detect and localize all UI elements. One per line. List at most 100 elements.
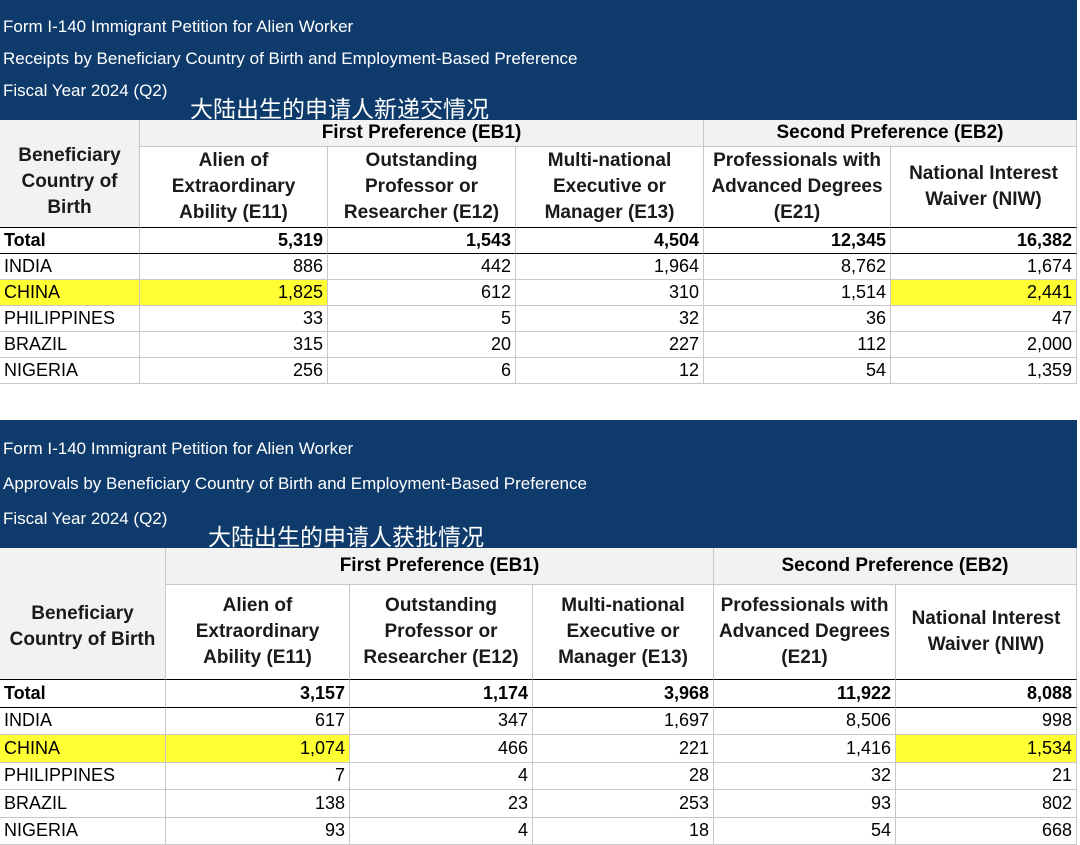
data-cell: 2,441 [891,280,1077,306]
data-cell: 5,319 [140,228,328,254]
data-cell: 315 [140,332,328,358]
data-cell: 93 [166,817,350,845]
data-cell: 668 [896,817,1077,845]
data-cell: 4 [350,817,533,845]
data-cell: 1,174 [350,680,533,708]
data-cell: 1,825 [140,280,328,306]
data-cell: 1,514 [704,280,891,306]
header-line: Form I-140 Immigrant Petition for Alien … [3,17,354,36]
row-label: NIGERIA [0,817,166,845]
data-cell: 1,964 [516,254,704,280]
column-header: Alien of Extraordinary Ability (E11) [166,585,350,680]
data-cell: 2,000 [891,332,1077,358]
data-cell: 8,506 [714,707,896,735]
row-label: INDIA [0,707,166,735]
data-cell: 21 [896,762,1077,790]
row-label: CHINA [0,280,140,306]
data-cell: 12 [516,358,704,384]
data-cell: 7 [166,762,350,790]
data-cell: 36 [704,306,891,332]
annotation: 大陆出生的申请人新递交情况 [190,97,489,122]
data-cell: 32 [516,306,704,332]
column-header: Professionals with Advanced Degrees (E21… [704,147,891,228]
data-cell: 227 [516,332,704,358]
row-label: PHILIPPINES [0,762,166,790]
group-header: Second Preference (EB2) [714,548,1077,585]
data-cell: 617 [166,707,350,735]
group-header: First Preference (EB1) [140,120,704,147]
data-cell: 253 [533,790,714,818]
data-cell: 20 [328,332,516,358]
data-cell: 466 [350,735,533,763]
data-cell: 8,762 [704,254,891,280]
column-header: Alien of Extraordinary Ability (E11) [140,147,328,228]
data-cell: 4 [350,762,533,790]
data-cell: 112 [704,332,891,358]
data-cell: 12,345 [704,228,891,254]
data-cell: 138 [166,790,350,818]
row-label: BRAZIL [0,332,140,358]
data-cell: 1,416 [714,735,896,763]
header-band [0,420,1077,548]
data-cell: 1,697 [533,707,714,735]
data-cell: 442 [328,254,516,280]
column-header: Outstanding Professor or Researcher (E12… [350,585,533,680]
column-header: Outstanding Professor or Researcher (E12… [328,147,516,228]
group-header: First Preference (EB1) [166,548,714,585]
header-line: Approvals by Beneficiary Country of Birt… [3,474,587,493]
data-cell: 998 [896,707,1077,735]
row-label: Total [0,680,166,708]
data-cell: 802 [896,790,1077,818]
data-cell: 18 [533,817,714,845]
header-line: Fiscal Year 2024 (Q2) [3,509,168,528]
data-cell: 93 [714,790,896,818]
data-cell: 16,382 [891,228,1077,254]
column-header: National Interest Waiver (NIW) [891,147,1077,228]
data-cell: 8,088 [896,680,1077,708]
row-label: BRAZIL [0,790,166,818]
column-header: Professionals with Advanced Degrees (E21… [714,585,896,680]
data-cell: 54 [704,358,891,384]
row-label: NIGERIA [0,358,140,384]
annotation: 大陆出生的申请人获批情况 [208,525,484,550]
header-line: Fiscal Year 2024 (Q2) [3,81,168,100]
data-cell: 256 [140,358,328,384]
row-label: INDIA [0,254,140,280]
column-header: Multi-national Executive or Manager (E13… [533,585,714,680]
data-cell: 3,157 [166,680,350,708]
row-label: Total [0,228,140,254]
group-header: Second Preference (EB2) [704,120,1077,147]
data-cell: 310 [516,280,704,306]
data-cell: 33 [140,306,328,332]
data-cell: 23 [350,790,533,818]
data-cell: 1,543 [328,228,516,254]
data-cell: 6 [328,358,516,384]
header-line: Receipts by Beneficiary Country of Birth… [3,49,578,68]
row-label: PHILIPPINES [0,306,140,332]
data-cell: 1,674 [891,254,1077,280]
corner-cell [0,120,140,228]
column-header: National Interest Waiver (NIW) [896,585,1077,680]
data-cell: 1,074 [166,735,350,763]
column-header: Beneficiary Country of Birth [0,575,166,680]
data-cell: 1,359 [891,358,1077,384]
header-band [0,0,1077,120]
header-line: Form I-140 Immigrant Petition for Alien … [3,439,354,458]
data-cell: 11,922 [714,680,896,708]
data-cell: 3,968 [533,680,714,708]
data-cell: 32 [714,762,896,790]
data-cell: 347 [350,707,533,735]
data-cell: 4,504 [516,228,704,254]
data-cell: 47 [891,306,1077,332]
row-label: CHINA [0,735,166,763]
data-cell: 5 [328,306,516,332]
data-cell: 54 [714,817,896,845]
data-cell: 221 [533,735,714,763]
column-header: Multi-national Executive or Manager (E13… [516,147,704,228]
data-cell: 612 [328,280,516,306]
data-cell: 28 [533,762,714,790]
data-cell: 886 [140,254,328,280]
data-cell: 1,534 [896,735,1077,763]
column-header: Beneficiary Country of Birth [0,137,140,228]
